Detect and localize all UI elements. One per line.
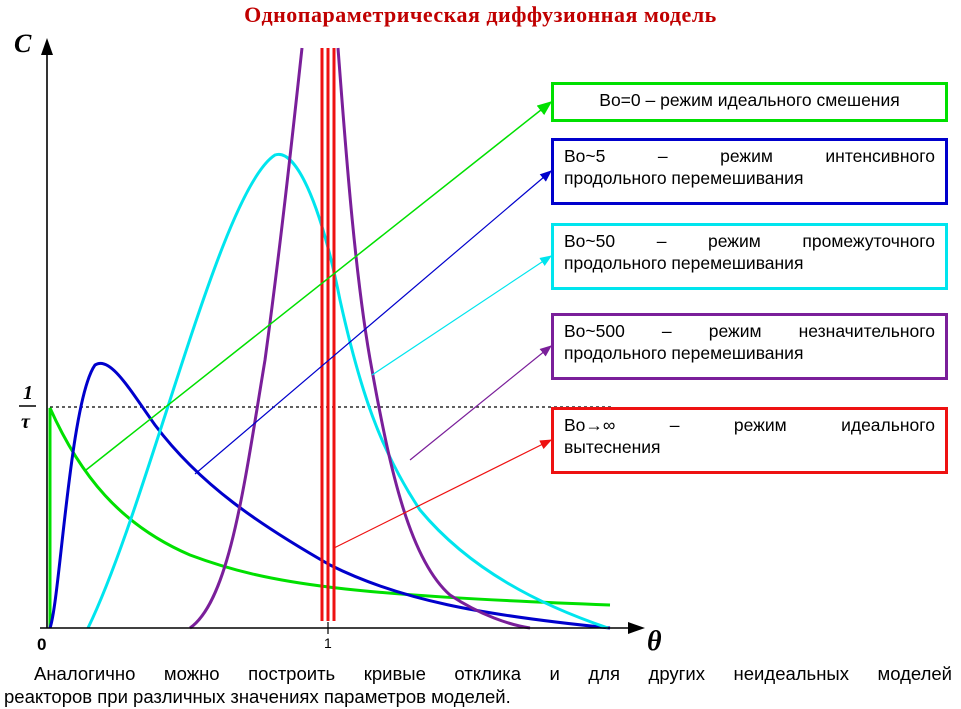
curve-bo-0 xyxy=(48,407,611,628)
legend-box-bo-0: Bo=0 – режим идеального смешения xyxy=(551,82,948,122)
footer-line-1: Аналогично можно построить кривые отклик… xyxy=(34,663,952,684)
y-axis-arrow xyxy=(41,38,53,55)
curve-bo-500 xyxy=(189,47,531,630)
x-axis-label: θ xyxy=(647,626,662,657)
curve-bo-50 xyxy=(86,152,609,630)
footer-line-2: реакторов при различных значениях параме… xyxy=(4,686,511,707)
pointer-bo-inf xyxy=(333,439,553,549)
legend-text-bo-0: Bo=0 – режим идеального смешения xyxy=(599,90,900,110)
legend-box-bo-5: Bo~5 – режим интенсивного продольного пе… xyxy=(551,138,948,205)
x-axis-arrow xyxy=(628,622,645,634)
legend-text-bo-inf-line1: Bo→∞ – режим идеального xyxy=(564,415,935,435)
legend-box-bo-500: Bo~500 – режим незначительного продольно… xyxy=(551,313,948,380)
pointer-bo-5 xyxy=(194,170,552,475)
y-axis-label: C xyxy=(14,29,32,58)
curve-bo-5 xyxy=(48,361,611,630)
page-title: Однопараметрическая диффузионная модель xyxy=(244,2,717,27)
x-tick-label: 1 xyxy=(324,635,332,651)
legend-text-bo-5-line1: Bo~5 – режим интенсивного xyxy=(564,146,935,166)
legend-text-bo-50-line1: Bo~50 – режим промежуточного xyxy=(564,231,935,251)
legend-box-bo-50: Bo~50 – режим промежуточного продольного… xyxy=(551,223,948,290)
footer-note: Аналогично можно построить кривые отклик… xyxy=(4,662,952,708)
y-tick-numerator: 1 xyxy=(23,382,33,404)
legend-text-bo-5-line2: продольного перемешивания xyxy=(564,168,804,188)
legend-text-bo-500-line1: Bo~500 – режим незначительного xyxy=(564,321,935,341)
legend-text-bo-inf-line2: вытеснения xyxy=(564,437,661,457)
pointer-bo-0 xyxy=(85,101,553,471)
pointer-bo-50 xyxy=(371,255,552,376)
y-tick-denominator: τ xyxy=(21,411,31,433)
legend-text-bo-500-line2: продольного перемешивания xyxy=(564,343,804,363)
origin-label: 0 xyxy=(37,635,46,654)
legend-text-bo-50-line2: продольного перемешивания xyxy=(564,253,804,273)
pointer-bo-500 xyxy=(409,345,552,461)
legend-box-bo-inf: Bo→∞ – режим идеального вытеснения xyxy=(551,407,948,474)
